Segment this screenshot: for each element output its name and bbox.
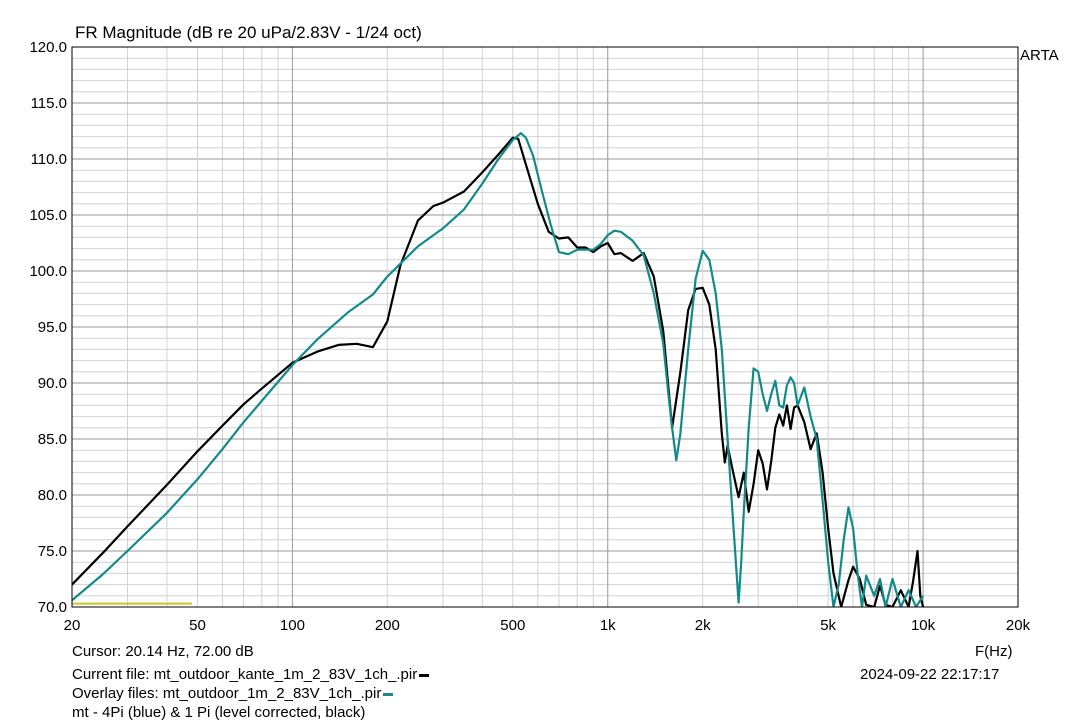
x-tick-label: 5k: [820, 617, 836, 634]
y-tick-label: 80.0: [38, 487, 67, 504]
x-tick-label: 2k: [695, 617, 711, 634]
x-tick-label: 20k: [1006, 617, 1031, 634]
y-tick-label: 75.0: [38, 543, 67, 560]
x-tick-label: 100: [280, 617, 305, 634]
y-tick-label: 95.0: [38, 319, 67, 336]
timestamp: 2024-09-22 22:17:17: [860, 666, 1000, 683]
teal-response-curve: [72, 132, 925, 607]
y-tick-label: 105.0: [29, 207, 67, 224]
cursor-readout: Cursor: 20.14 Hz, 72.00 dB: [72, 643, 254, 660]
x-axis-label: F(Hz): [975, 643, 1013, 660]
chart-title: FR Magnitude (dB re 20 uPa/2.83V - 1/24 …: [75, 23, 422, 42]
overlay-files-label: Overlay files: mt_outdoor_1m_2_83V_1ch_.…: [72, 685, 382, 702]
black-legend-swatch: [419, 673, 430, 677]
y-tick-label: 115.0: [31, 95, 67, 112]
overlay-files-row: Overlay files: mt_outdoor_1m_2_83V_1ch_.…: [72, 685, 394, 702]
y-tick-label: 90.0: [38, 375, 67, 392]
x-tick-label: 500: [500, 617, 525, 634]
plot-grid: [72, 47, 1018, 607]
y-tick-label: 110.0: [31, 151, 67, 168]
x-tick-label: 10k: [911, 617, 936, 634]
black-response-curve: [72, 136, 925, 607]
y-tick-label: 100.0: [29, 263, 67, 280]
y-tick-label: 85.0: [38, 431, 67, 448]
y-tick-label: 70.0: [38, 599, 67, 616]
x-tick-label: 50: [189, 617, 206, 634]
x-tick-label: 1k: [600, 617, 616, 634]
plot-frame: [71, 46, 1019, 608]
teal-legend-swatch: [383, 692, 394, 696]
x-tick-label: 20: [64, 617, 81, 634]
x-tick-label: 200: [375, 617, 400, 634]
current-file-label: Current file: mt_outdoor_kante_1m_2_83V_…: [72, 666, 418, 683]
current-file-row: Current file: mt_outdoor_kante_1m_2_83V_…: [72, 666, 430, 683]
arta-brand: ARTA: [1020, 47, 1059, 64]
axis-ticks: 70.0 75.0 80.0 85.0 90.0 95.0 100.0 105.0 110.0 1…: [29, 39, 1030, 634]
note-text: mt - 4Pi (blue) & 1 Pi (level corrected,…: [72, 704, 366, 721]
y-tick-label: 120.0: [29, 39, 67, 56]
plot-series: [72, 132, 925, 607]
